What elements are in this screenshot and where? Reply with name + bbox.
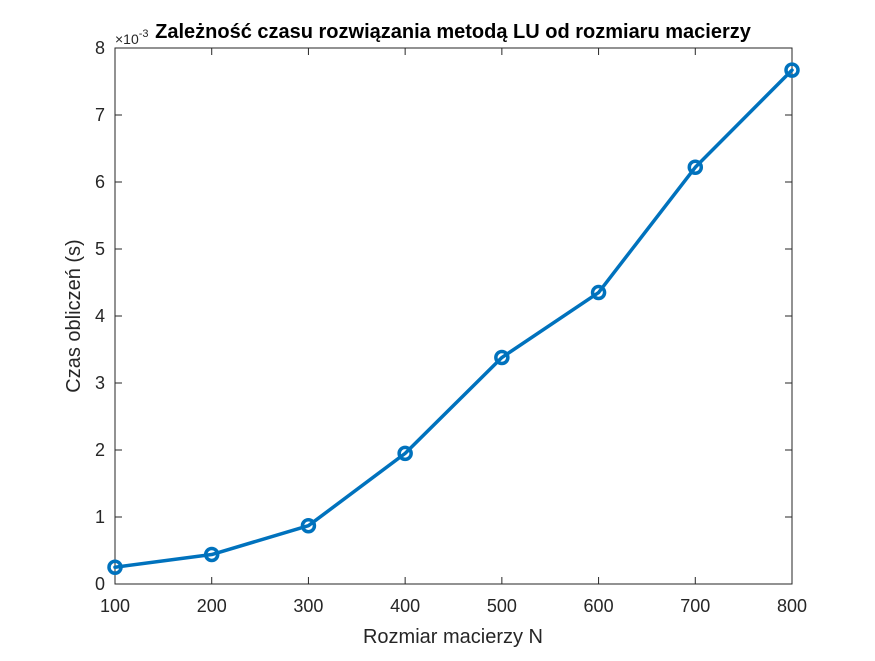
- y-axis-label: Czas obliczeń (s): [63, 239, 85, 392]
- x-tick-label: 500: [487, 596, 517, 616]
- data-point-marker: [397, 445, 413, 462]
- data-point-marker: [494, 349, 510, 366]
- y-tick-label: 5: [95, 239, 105, 259]
- data-point-marker: [590, 284, 607, 301]
- series-line: [113, 68, 794, 569]
- y-tick-label: 7: [95, 105, 105, 125]
- series-layer: [107, 62, 800, 575]
- y-tick-label: 8: [95, 38, 105, 58]
- plot-area: [114, 47, 793, 585]
- y-tick-label: 6: [95, 172, 105, 192]
- x-tick-label: 800: [777, 596, 807, 616]
- chart-title: Zależność czasu rozwiązania metodą LU od…: [155, 21, 752, 43]
- x-axis-label: Rozmiar macierzy N: [363, 626, 543, 648]
- x-tick-label: 200: [197, 596, 227, 616]
- y-tick-label: 4: [95, 306, 105, 326]
- data-point-marker: [687, 159, 704, 176]
- x-tick-label: 700: [680, 596, 710, 616]
- tick-labels: 100 200 300 400 500 600 700 800 0 1 2 3 4 5 6 7 8: [95, 38, 807, 616]
- y-tick-label: 1: [95, 507, 105, 527]
- axis-ticks: [114, 47, 793, 585]
- data-point-marker: [784, 62, 800, 78]
- x-tick-label: 100: [100, 596, 130, 616]
- y-tick-label: 0: [95, 574, 105, 594]
- data-point-marker: [203, 546, 220, 563]
- y-tick-label: 2: [95, 440, 105, 460]
- data-point-marker: [107, 559, 123, 575]
- y-tick-label: 3: [95, 373, 105, 393]
- y-exponent-label: ×10-3: [115, 28, 149, 47]
- data-point-marker: [300, 517, 317, 534]
- x-tick-label: 300: [293, 596, 323, 616]
- x-tick-label: 400: [390, 596, 420, 616]
- x-tick-label: 600: [584, 596, 614, 616]
